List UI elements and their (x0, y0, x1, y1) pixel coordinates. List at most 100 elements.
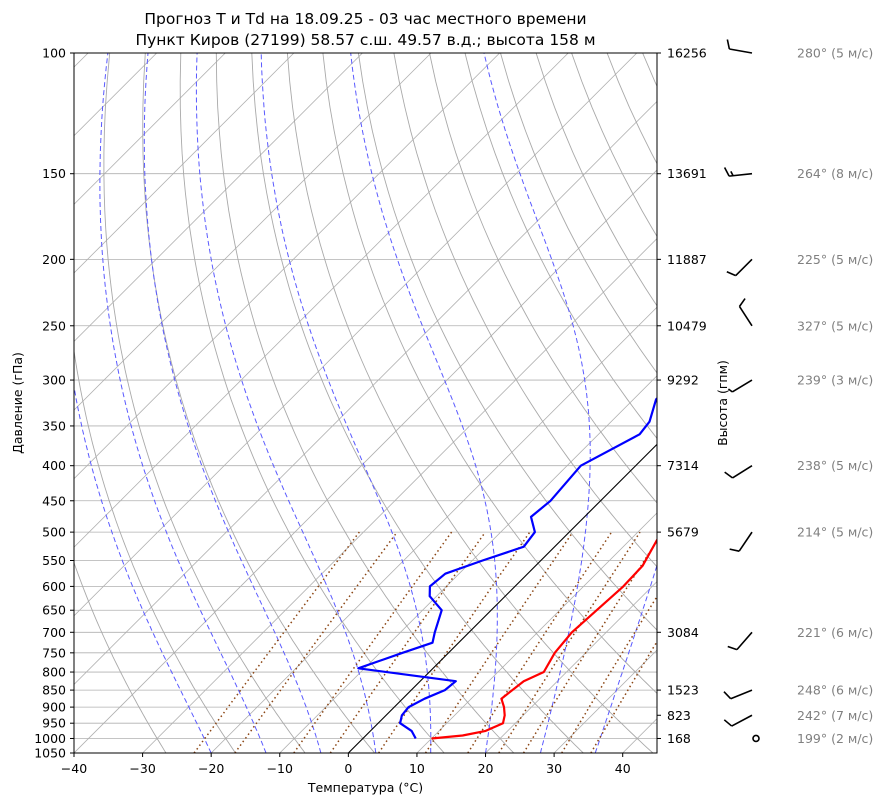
isotherm-line (74, 53, 295, 274)
wind-barb (723, 714, 753, 727)
height-tick-label: 823 (667, 708, 691, 723)
isotherm-line (74, 53, 638, 617)
y-tick-label: 300 (42, 373, 66, 388)
x-tick-label: −10 (267, 761, 293, 776)
dry-adiabat (142, 53, 376, 753)
y-axis-label: Давление (гПа) (10, 352, 25, 454)
wind-label: 225° (5 м/с) (797, 252, 873, 267)
x-tick-label: 10 (409, 761, 425, 776)
y-tick-label: 900 (42, 700, 66, 715)
wind-barb (723, 167, 753, 177)
isotherm-line (74, 53, 500, 480)
dry-adiabat (464, 53, 657, 440)
moist-adiabat (350, 53, 498, 753)
isotherm-line (74, 100, 657, 685)
isotherm-line (348, 443, 657, 753)
dry-adiabat (642, 53, 657, 88)
dry-adiabat (179, 53, 445, 753)
wind-label: 221° (6 м/с) (797, 625, 873, 640)
mixing-ratio-line (234, 531, 398, 753)
mixing-ratio-line (590, 640, 657, 753)
dry-adiabat (103, 53, 306, 753)
wind-barb (727, 631, 753, 651)
wind-barb (726, 39, 753, 54)
y-tick-label: 200 (42, 252, 66, 267)
y-tick-label: 700 (42, 625, 66, 640)
wind-label: 238° (5 м/с) (797, 458, 873, 473)
dry-adiabat (535, 53, 657, 307)
y-tick-label: 600 (42, 579, 66, 594)
height-tick-label: 10479 (667, 318, 707, 333)
zero-isotherm (347, 443, 657, 753)
height-axis-label: Высота (гпм) (715, 360, 730, 446)
axis-layer: −40 −30 −20 −10 0 10 20 30 40 100 150 200 250 300 350 4… (34, 46, 707, 777)
wind-label: 199° (2 м/с) (797, 731, 873, 746)
moist-adiabat (143, 53, 322, 753)
wind-barb (752, 734, 760, 743)
dry-adiabat (749, 53, 891, 753)
y-tick-label: 500 (42, 525, 66, 540)
isotherm-line (74, 53, 432, 411)
height-tick-label: 13691 (667, 166, 707, 181)
dry-adiabat (74, 53, 236, 753)
mixing-ratio-line (293, 531, 453, 753)
wind-barb (727, 379, 753, 393)
dry-adiabat (251, 53, 584, 753)
chart-title: Прогноз T и Td на 18.09.25 - 03 час мест… (144, 10, 586, 28)
y-tick-label: 950 (42, 716, 66, 731)
wind-label: 239° (3 м/с) (797, 373, 873, 388)
y-tick-label: 400 (42, 458, 66, 473)
wind-label: 248° (6 м/с) (797, 683, 873, 698)
moist-adiabat (195, 53, 377, 753)
wind-label: 264° (8 м/с) (797, 166, 873, 181)
height-tick-label: 168 (667, 731, 691, 746)
mixing-ratio-line (329, 531, 486, 753)
wind-barb (723, 689, 753, 700)
y-tick-label: 150 (42, 166, 66, 181)
isotherm-line (74, 169, 657, 753)
y-tick-label: 800 (42, 665, 66, 680)
dewpoint-profile (357, 397, 657, 740)
mixing-ratio-line (498, 531, 641, 753)
wind-barb (726, 258, 753, 277)
isotherm-line (622, 718, 657, 753)
dry-adiabat (286, 53, 654, 753)
wind-barb (738, 298, 753, 327)
moist-adiabat (594, 563, 657, 753)
dry-adiabat (714, 53, 891, 753)
dry-adiabat (393, 53, 657, 568)
mixing-ratio-line (561, 595, 657, 753)
moist-adiabat (99, 53, 267, 753)
x-tick-label: 30 (546, 761, 562, 776)
dry-adiabat (357, 53, 657, 631)
wind-barb (729, 531, 753, 552)
wind-label: 242° (7 м/с) (797, 708, 873, 723)
x-tick-label: −30 (129, 761, 155, 776)
wind-barb (724, 465, 753, 479)
x-axis-label: Температура (°C) (307, 780, 423, 795)
mixing-ratio-line (522, 539, 657, 753)
series-layer (357, 397, 657, 740)
mixing-ratio-line (467, 531, 613, 753)
height-tick-label: 7314 (667, 458, 699, 473)
isotherm-line (760, 53, 891, 753)
isotherm-line (416, 512, 657, 753)
y-tick-label: 250 (42, 318, 66, 333)
y-tick-label: 750 (42, 645, 66, 660)
mixing-ratio-line (377, 531, 531, 753)
wind-label: 327° (5 м/с) (797, 318, 873, 333)
height-tick-label: 5679 (667, 525, 699, 540)
dry-adiabat (678, 53, 891, 753)
x-tick-label: 40 (615, 761, 631, 776)
moist-adiabat (483, 53, 591, 753)
isotherm-line (210, 306, 657, 753)
wind-layer: 280° (5 м/с) 264° (8 м/с) 225° (5 м/с) 327°… (723, 39, 873, 746)
dry-adiabat (785, 53, 891, 753)
dry-adiabat (215, 53, 515, 753)
mixing-ratio-line (424, 531, 574, 753)
isotherm-line (74, 53, 363, 343)
dry-adiabat (500, 53, 657, 374)
height-tick-label: 9292 (667, 373, 699, 388)
chart-subtitle: Пункт Киров (27199) 58.57 с.ш. 49.57 в.д… (135, 31, 595, 49)
dry-adiabat (606, 53, 657, 165)
